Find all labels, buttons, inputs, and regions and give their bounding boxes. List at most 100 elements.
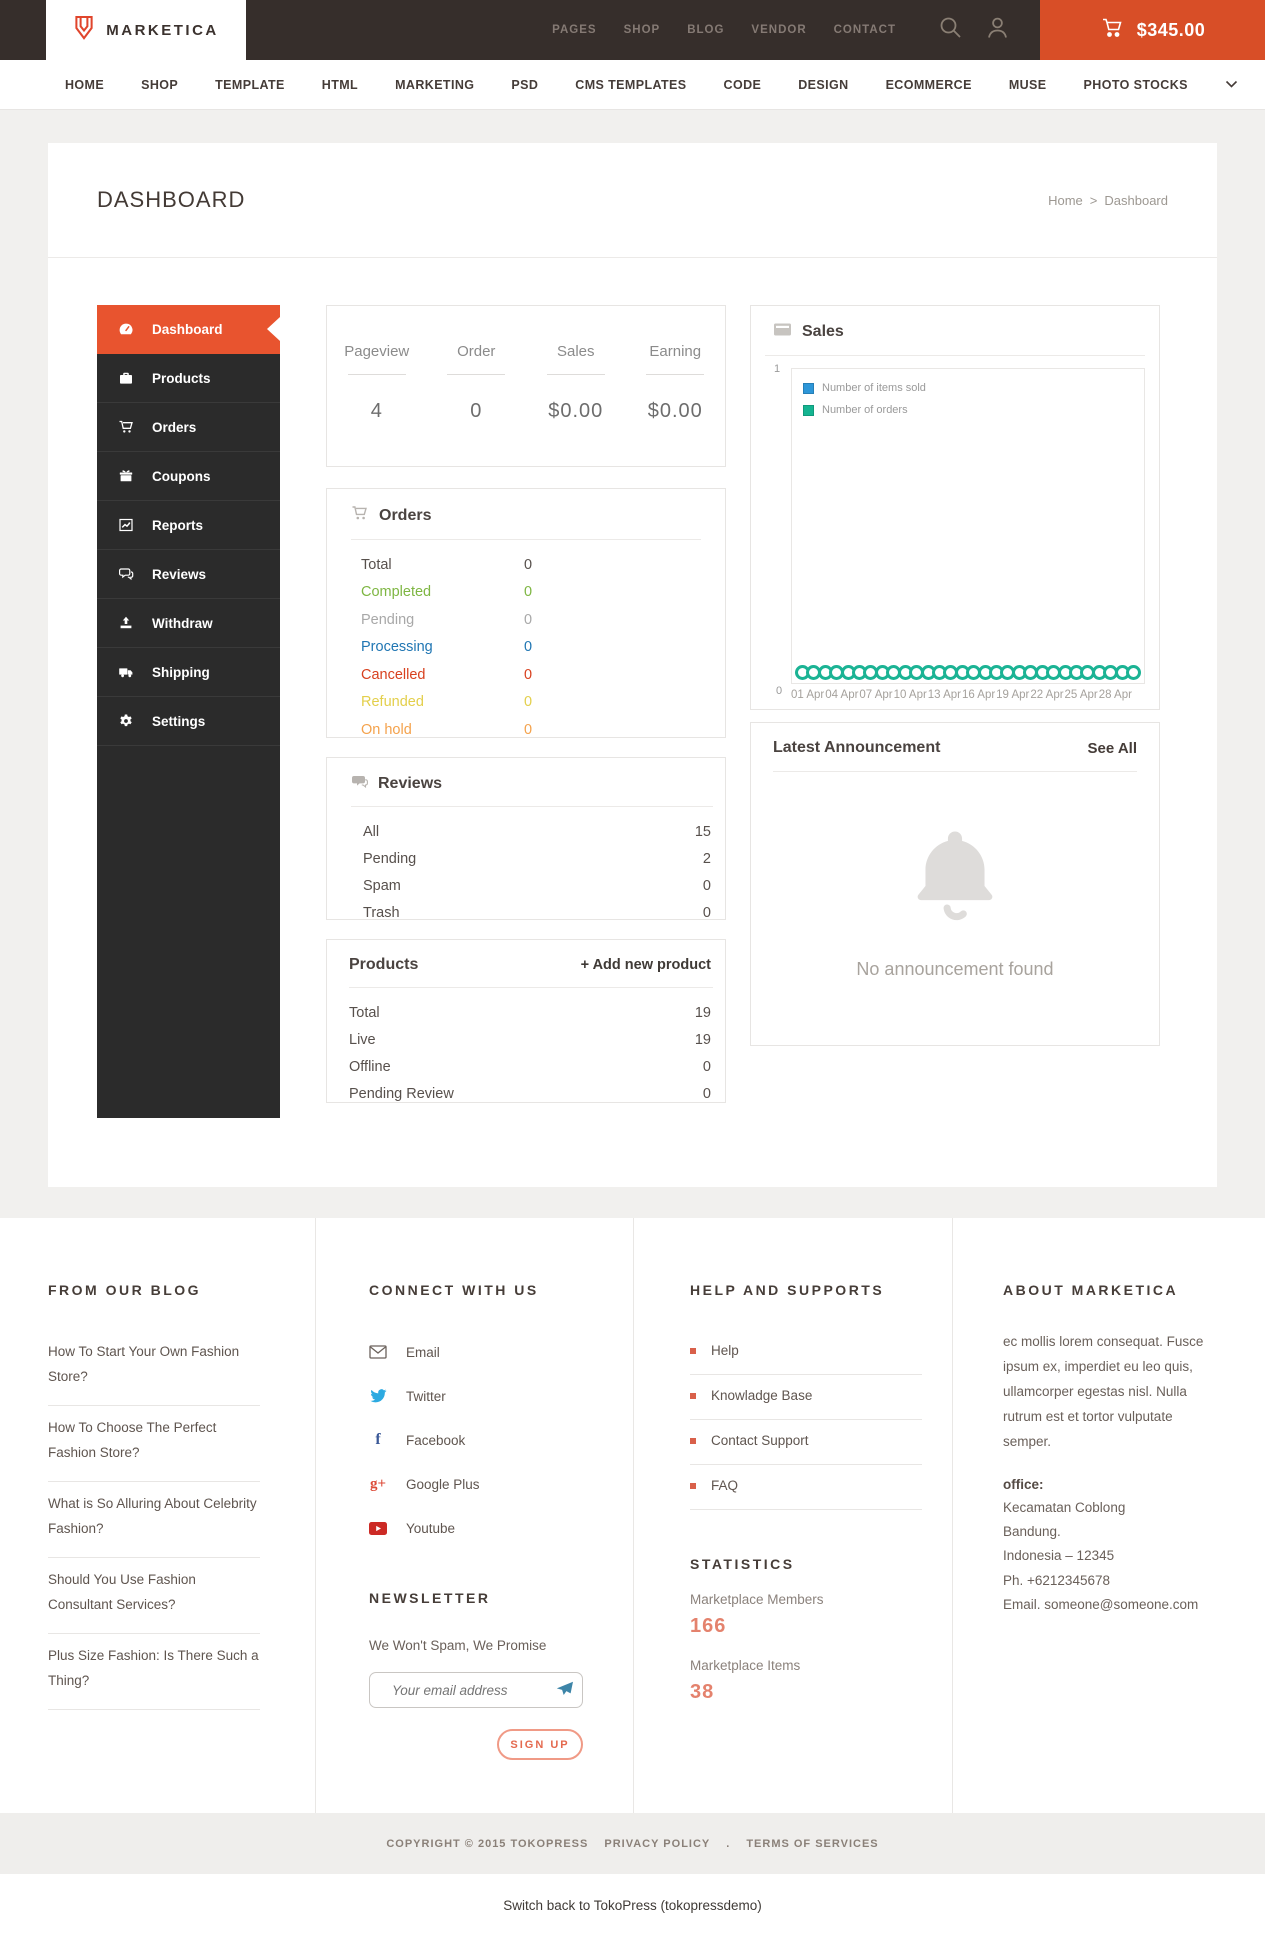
- blog-link[interactable]: Should You Use Fashion Consultant Servic…: [48, 1558, 260, 1634]
- nav-item-home[interactable]: HOME: [65, 77, 105, 92]
- panel-title: Orders: [379, 506, 432, 524]
- order-status-row[interactable]: Total 0: [361, 556, 533, 573]
- product-status-row[interactable]: Offline 0: [349, 1058, 711, 1075]
- reviews-list: All 15 Pending 2 Spam 0 Trash 0: [351, 807, 713, 926]
- content-wrap: DASHBOARD Home > Dashboard Dashboard: [0, 110, 1265, 1218]
- cart-icon: [351, 505, 369, 526]
- sidebar-item-orders[interactable]: Orders: [97, 403, 280, 452]
- terms-link[interactable]: TERMS OF SERVICES: [746, 1837, 879, 1850]
- social-link-twitter[interactable]: Twitter: [369, 1374, 609, 1418]
- cart-button[interactable]: $345.00: [1040, 0, 1265, 60]
- sidebar-item-coupons[interactable]: Coupons: [97, 452, 280, 501]
- review-filter-row[interactable]: Spam 0: [363, 877, 711, 894]
- product-status-row[interactable]: Total 19: [349, 1004, 711, 1021]
- office-label: office:: [1003, 1476, 1044, 1492]
- header-link-contact[interactable]: CONTACT: [833, 24, 896, 36]
- review-filter-row[interactable]: All 15: [363, 823, 711, 840]
- sidebar-item-withdraw[interactable]: Withdraw: [97, 599, 280, 648]
- order-status-row[interactable]: Refunded 0: [361, 694, 533, 711]
- nav-item-design[interactable]: DESIGN: [798, 77, 849, 92]
- sidebar-item-settings[interactable]: Settings: [97, 697, 280, 746]
- blog-link[interactable]: How To Start Your Own Fashion Store?: [48, 1330, 260, 1406]
- sidebar-item-products[interactable]: Products: [97, 354, 280, 403]
- sidebar-item-label: Reports: [152, 517, 204, 533]
- nav-item-shop[interactable]: SHOP: [141, 77, 179, 92]
- header-link-pages[interactable]: PAGES: [552, 24, 597, 36]
- y-axis-tick: 0: [776, 685, 783, 697]
- separator-dot: .: [726, 1837, 731, 1850]
- review-filter-row[interactable]: Trash 0: [363, 904, 711, 921]
- nav-item-cms-templates[interactable]: CMS TEMPLATES: [575, 77, 687, 92]
- email-input[interactable]: [369, 1672, 583, 1708]
- cart-total: $345.00: [1136, 19, 1206, 40]
- sidebar-item-dashboard[interactable]: Dashboard: [97, 305, 280, 354]
- upload-icon: [118, 615, 134, 631]
- announcement-panel: Latest Announcement See All No announcem…: [750, 722, 1160, 1046]
- social-link-email[interactable]: Email: [369, 1330, 609, 1374]
- x-axis-labels: 01 Apr 04 Apr 07 Apr 10 Apr 13 Apr 16 Ap…: [791, 689, 1145, 701]
- see-all-link[interactable]: See All: [1087, 739, 1137, 757]
- sign-up-button[interactable]: SIGN UP: [497, 1729, 583, 1760]
- header-link-vendor[interactable]: VENDOR: [751, 24, 807, 36]
- address-line: Bandung.: [1003, 1524, 1061, 1540]
- blog-link[interactable]: How To Choose The Perfect Fashion Store?: [48, 1406, 260, 1482]
- newsletter-heading: NEWSLETTER: [369, 1590, 491, 1606]
- sidebar-item-label: Shipping: [152, 664, 210, 680]
- breadcrumb-home[interactable]: Home: [1048, 192, 1083, 208]
- footer-blog-column: FROM OUR BLOG How To Start Your Own Fash…: [48, 1218, 315, 1813]
- user-icon[interactable]: [985, 15, 1010, 45]
- order-status-row[interactable]: On hold 0: [361, 721, 533, 738]
- sidebar-item-reviews[interactable]: Reviews: [97, 550, 280, 599]
- legend-entry[interactable]: Number of orders: [803, 404, 926, 416]
- nav-item-html[interactable]: HTML: [321, 77, 359, 92]
- chevron-down-icon[interactable]: [1225, 80, 1238, 89]
- help-link[interactable]: Knowladge Base: [690, 1375, 922, 1420]
- order-status-row[interactable]: Processing 0: [361, 639, 533, 656]
- briefcase-icon: [118, 370, 134, 386]
- nav-item-template[interactable]: TEMPLATE: [215, 77, 285, 92]
- footer-help-column: HELP AND SUPPORTS Help Knowladge Base Co…: [633, 1218, 952, 1813]
- page-title: DASHBOARD: [97, 187, 246, 212]
- chart-plot-area: Number of items sold Number of orders: [791, 368, 1145, 684]
- vendor-sidebar: Dashboard Products Orders: [97, 305, 280, 1118]
- switch-back-link[interactable]: Switch back to TokoPress (tokopressdemo): [503, 1897, 762, 1913]
- nav-item-code[interactable]: CODE: [723, 77, 762, 92]
- review-filter-row[interactable]: Pending 2: [363, 850, 711, 867]
- newsletter-actions: SIGN UP: [369, 1729, 583, 1760]
- stat-order: Order 0: [427, 343, 527, 466]
- bullet-icon: [690, 1482, 696, 1489]
- blog-link[interactable]: Plus Size Fashion: Is There Such a Thing…: [48, 1634, 260, 1710]
- nav-item-photo-stocks[interactable]: PHOTO STOCKS: [1083, 77, 1188, 92]
- nav-item-marketing[interactable]: MARKETING: [395, 77, 475, 92]
- x-axis-tick: 04 Apr: [825, 689, 859, 701]
- help-link[interactable]: Contact Support: [690, 1420, 922, 1465]
- blog-link[interactable]: What is So Alluring About Celebrity Fash…: [48, 1482, 260, 1558]
- privacy-policy-link[interactable]: PRIVACY POLICY: [604, 1837, 711, 1850]
- send-icon[interactable]: [556, 1681, 574, 1702]
- nav-item-ecommerce[interactable]: ECOMMERCE: [885, 77, 972, 92]
- nav-item-muse[interactable]: MUSE: [1008, 77, 1047, 92]
- header-link-shop[interactable]: SHOP: [623, 24, 661, 36]
- order-status-row[interactable]: Completed 0: [361, 584, 533, 601]
- add-new-product-link[interactable]: + Add new product: [580, 957, 711, 973]
- sidebar-item-shipping[interactable]: Shipping: [97, 648, 280, 697]
- brand-logo[interactable]: MARKETICA: [46, 0, 246, 60]
- sidebar-item-reports[interactable]: Reports: [97, 501, 280, 550]
- footer-heading: FROM OUR BLOG: [48, 1282, 202, 1298]
- help-link[interactable]: FAQ: [690, 1465, 922, 1510]
- order-status-row[interactable]: Pending 0: [361, 611, 533, 628]
- header-link-blog[interactable]: BLOG: [687, 24, 725, 36]
- product-status-row[interactable]: Live 19: [349, 1031, 711, 1048]
- social-link-youtube[interactable]: Youtube: [369, 1506, 609, 1550]
- marketplace-members-label: Marketplace Members: [690, 1592, 824, 1607]
- footer-about-column: ABOUT MARKETICA ec mollis lorem consequa…: [952, 1218, 1217, 1813]
- stat-pageview: Pageview 4: [327, 343, 427, 466]
- social-link-facebook[interactable]: f Facebook: [369, 1418, 609, 1462]
- order-status-row[interactable]: Cancelled 0: [361, 666, 533, 683]
- product-status-row[interactable]: Pending Review 0: [349, 1085, 711, 1102]
- help-link[interactable]: Help: [690, 1330, 922, 1375]
- legend-entry[interactable]: Number of items sold: [803, 382, 926, 394]
- social-link-google-plus[interactable]: g+ Google Plus: [369, 1475, 480, 1492]
- search-icon[interactable]: [938, 15, 963, 45]
- nav-item-psd[interactable]: PSD: [511, 77, 539, 92]
